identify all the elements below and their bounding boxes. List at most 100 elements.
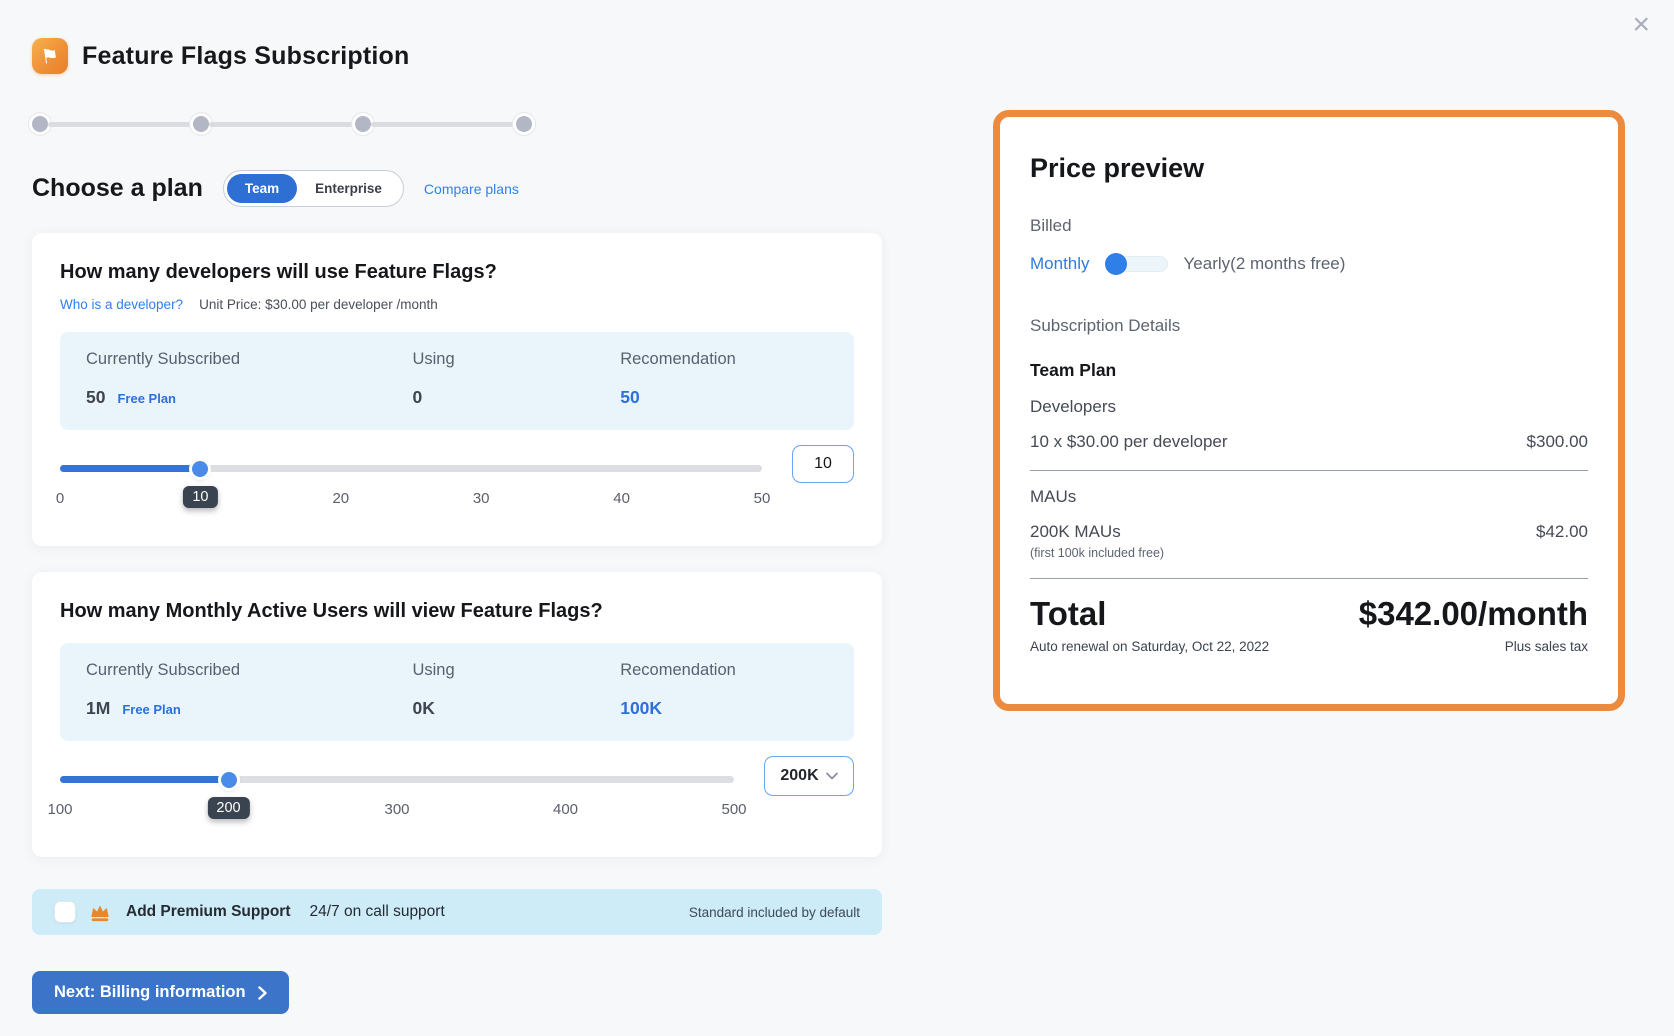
developers-count-input[interactable] — [792, 445, 854, 483]
yearly-label[interactable]: Yearly(2 months free) — [1183, 254, 1346, 273]
developers-price-row: 10 x $30.00 per developer $300.00 — [1030, 432, 1588, 452]
feature-flags-logo-icon: ⚑ — [32, 38, 68, 74]
maus-info-panel: Currently Subscribed 1M Free Plan Using … — [60, 643, 854, 741]
slider-value-badge: 200 — [207, 797, 250, 819]
divider — [1030, 470, 1588, 471]
chevron-down-icon — [825, 772, 838, 780]
maus-price-row: 200K MAUs (first 100k included free) $42… — [1030, 522, 1588, 560]
maus-slider-handle[interactable] — [220, 771, 237, 788]
developers-slider-track[interactable] — [60, 460, 762, 477]
tick-label: 0 — [55, 490, 65, 507]
stepper-line — [209, 121, 355, 127]
slider-value-badge: 10 — [183, 486, 218, 508]
recommendation-label: Recomendation — [620, 661, 736, 679]
flag-glyph: ⚑ — [39, 44, 61, 69]
premium-support-subtitle: 24/7 on call support — [309, 903, 445, 920]
developers-meta-row: Who is a developer? Unit Price: $30.00 p… — [60, 297, 854, 312]
using-label: Using — [412, 350, 455, 368]
tick-label: 500 — [721, 801, 747, 818]
price-preview-title: Price preview — [1030, 153, 1205, 183]
maus-line: 200K MAUs — [1030, 522, 1121, 541]
maus-line-group: 200K MAUs (first 100k included free) — [1030, 522, 1164, 560]
free-plan-badge[interactable]: Free Plan — [122, 702, 181, 717]
tick-label: 400 — [552, 801, 579, 818]
recommendation-column: Recomendation 50 — [620, 350, 828, 408]
developers-slider: 0 10 20 30 40 50 — [56, 460, 770, 516]
maus-question: How many Monthly Active Users will view … — [60, 600, 603, 622]
total-amount: $342.00/month — [1358, 595, 1588, 632]
premium-support-banner: Add Premium Support 24/7 on call support… — [32, 889, 882, 935]
recommendation-column: Recomendation 100K — [620, 661, 828, 719]
page-title: Feature Flags Subscription — [82, 41, 410, 70]
developers-info-panel: Currently Subscribed 50 Free Plan Using … — [60, 332, 854, 430]
premium-support-checkbox[interactable] — [54, 901, 76, 923]
recommendation-label: Recomendation — [620, 350, 736, 368]
using-value: 0 — [412, 387, 423, 407]
total-sub-row: Auto renewal on Saturday, Oct 22, 2022 P… — [1030, 639, 1588, 654]
developers-slider-ticks: 0 10 20 30 40 50 — [56, 486, 770, 516]
developers-card: How many developers will use Feature Fla… — [32, 233, 882, 546]
maus-slider-track[interactable] — [60, 771, 734, 788]
using-label: Using — [412, 661, 455, 679]
monthly-label[interactable]: Monthly — [1030, 254, 1090, 273]
subscribed-column: Currently Subscribed 1M Free Plan — [86, 661, 412, 719]
maus-slider-fill — [60, 776, 229, 783]
developers-amount: $300.00 — [1526, 432, 1588, 451]
subscribed-value: 50 — [86, 387, 106, 407]
total-row: Total $342.00/month — [1030, 595, 1588, 633]
tick-label: 100 — [47, 801, 73, 818]
using-column: Using 0 — [412, 350, 620, 408]
premium-support-note: Standard included by default — [688, 904, 860, 920]
plan-type-toggle: Team Enterprise — [222, 170, 404, 207]
tick-label: 30 — [472, 490, 490, 507]
app-header: ⚑ Feature Flags Subscription — [32, 38, 882, 74]
using-column: Using 0K — [412, 661, 620, 719]
maus-slider-ticks: 100 200 300 400 500 — [47, 797, 747, 827]
developers-slider-fill — [60, 465, 201, 472]
choose-plan-heading: Choose a plan — [32, 174, 203, 202]
developers-heading: Developers — [1030, 397, 1116, 416]
stepper-step-4[interactable] — [515, 116, 532, 132]
using-value: 0K — [412, 698, 435, 718]
plan-chooser: Choose a plan Team Enterprise Compare pl… — [32, 170, 882, 207]
premium-support-title: Add Premium Support — [126, 903, 291, 920]
tick-label: 40 — [613, 490, 630, 507]
maus-heading: MAUs — [1030, 487, 1077, 506]
renewal-note: Auto renewal on Saturday, Oct 22, 2022 — [1030, 639, 1270, 654]
unit-price-label: Unit Price: $30.00 per developer /month — [199, 297, 438, 312]
stepper-line — [370, 121, 516, 127]
maus-note: (first 100k included free) — [1030, 546, 1165, 560]
chevron-right-icon — [257, 985, 267, 1000]
stepper-step-3[interactable] — [354, 116, 371, 132]
billing-cycle-row: Monthly Yearly(2 months free) — [1030, 253, 1588, 275]
developers-line: 10 x $30.00 per developer — [1030, 432, 1228, 451]
next-billing-label: Next: Billing information — [54, 983, 246, 1001]
divider — [1030, 578, 1588, 579]
maus-dropdown[interactable]: 200K — [764, 756, 854, 796]
main-column: ⚑ Feature Flags Subscription Choose a pl… — [32, 38, 882, 1014]
progress-stepper — [32, 116, 532, 132]
close-icon[interactable]: × — [1632, 8, 1650, 41]
recommendation-value: 100K — [620, 698, 663, 718]
toggle-knob[interactable] — [1104, 253, 1127, 275]
price-preview-card: Price preview Billed Monthly Yearly(2 mo… — [993, 110, 1625, 711]
tick-label: 50 — [753, 490, 771, 507]
maus-dropdown-value: 200K — [780, 767, 819, 784]
tick-label: 300 — [384, 801, 410, 818]
compare-plans-link[interactable]: Compare plans — [423, 180, 519, 197]
stepper-line — [48, 121, 194, 127]
enterprise-tab[interactable]: Enterprise — [315, 181, 382, 196]
total-label: Total — [1030, 595, 1107, 632]
who-is-developer-link[interactable]: Who is a developer? — [60, 297, 184, 312]
tick-label: 20 — [332, 490, 350, 507]
next-billing-button[interactable]: Next: Billing information — [32, 971, 289, 1014]
developers-slider-handle[interactable] — [192, 460, 209, 477]
stepper-step-2[interactable] — [193, 116, 210, 132]
team-tab[interactable]: Team — [226, 174, 298, 203]
developers-question: How many developers will use Feature Fla… — [60, 261, 497, 283]
free-plan-badge[interactable]: Free Plan — [117, 391, 176, 406]
billing-cycle-toggle[interactable] — [1104, 253, 1168, 275]
maus-slider-row: 100 200 300 400 500 200K — [47, 756, 854, 827]
stepper-step-1[interactable] — [32, 116, 48, 132]
tax-note: Plus sales tax — [1504, 639, 1588, 654]
